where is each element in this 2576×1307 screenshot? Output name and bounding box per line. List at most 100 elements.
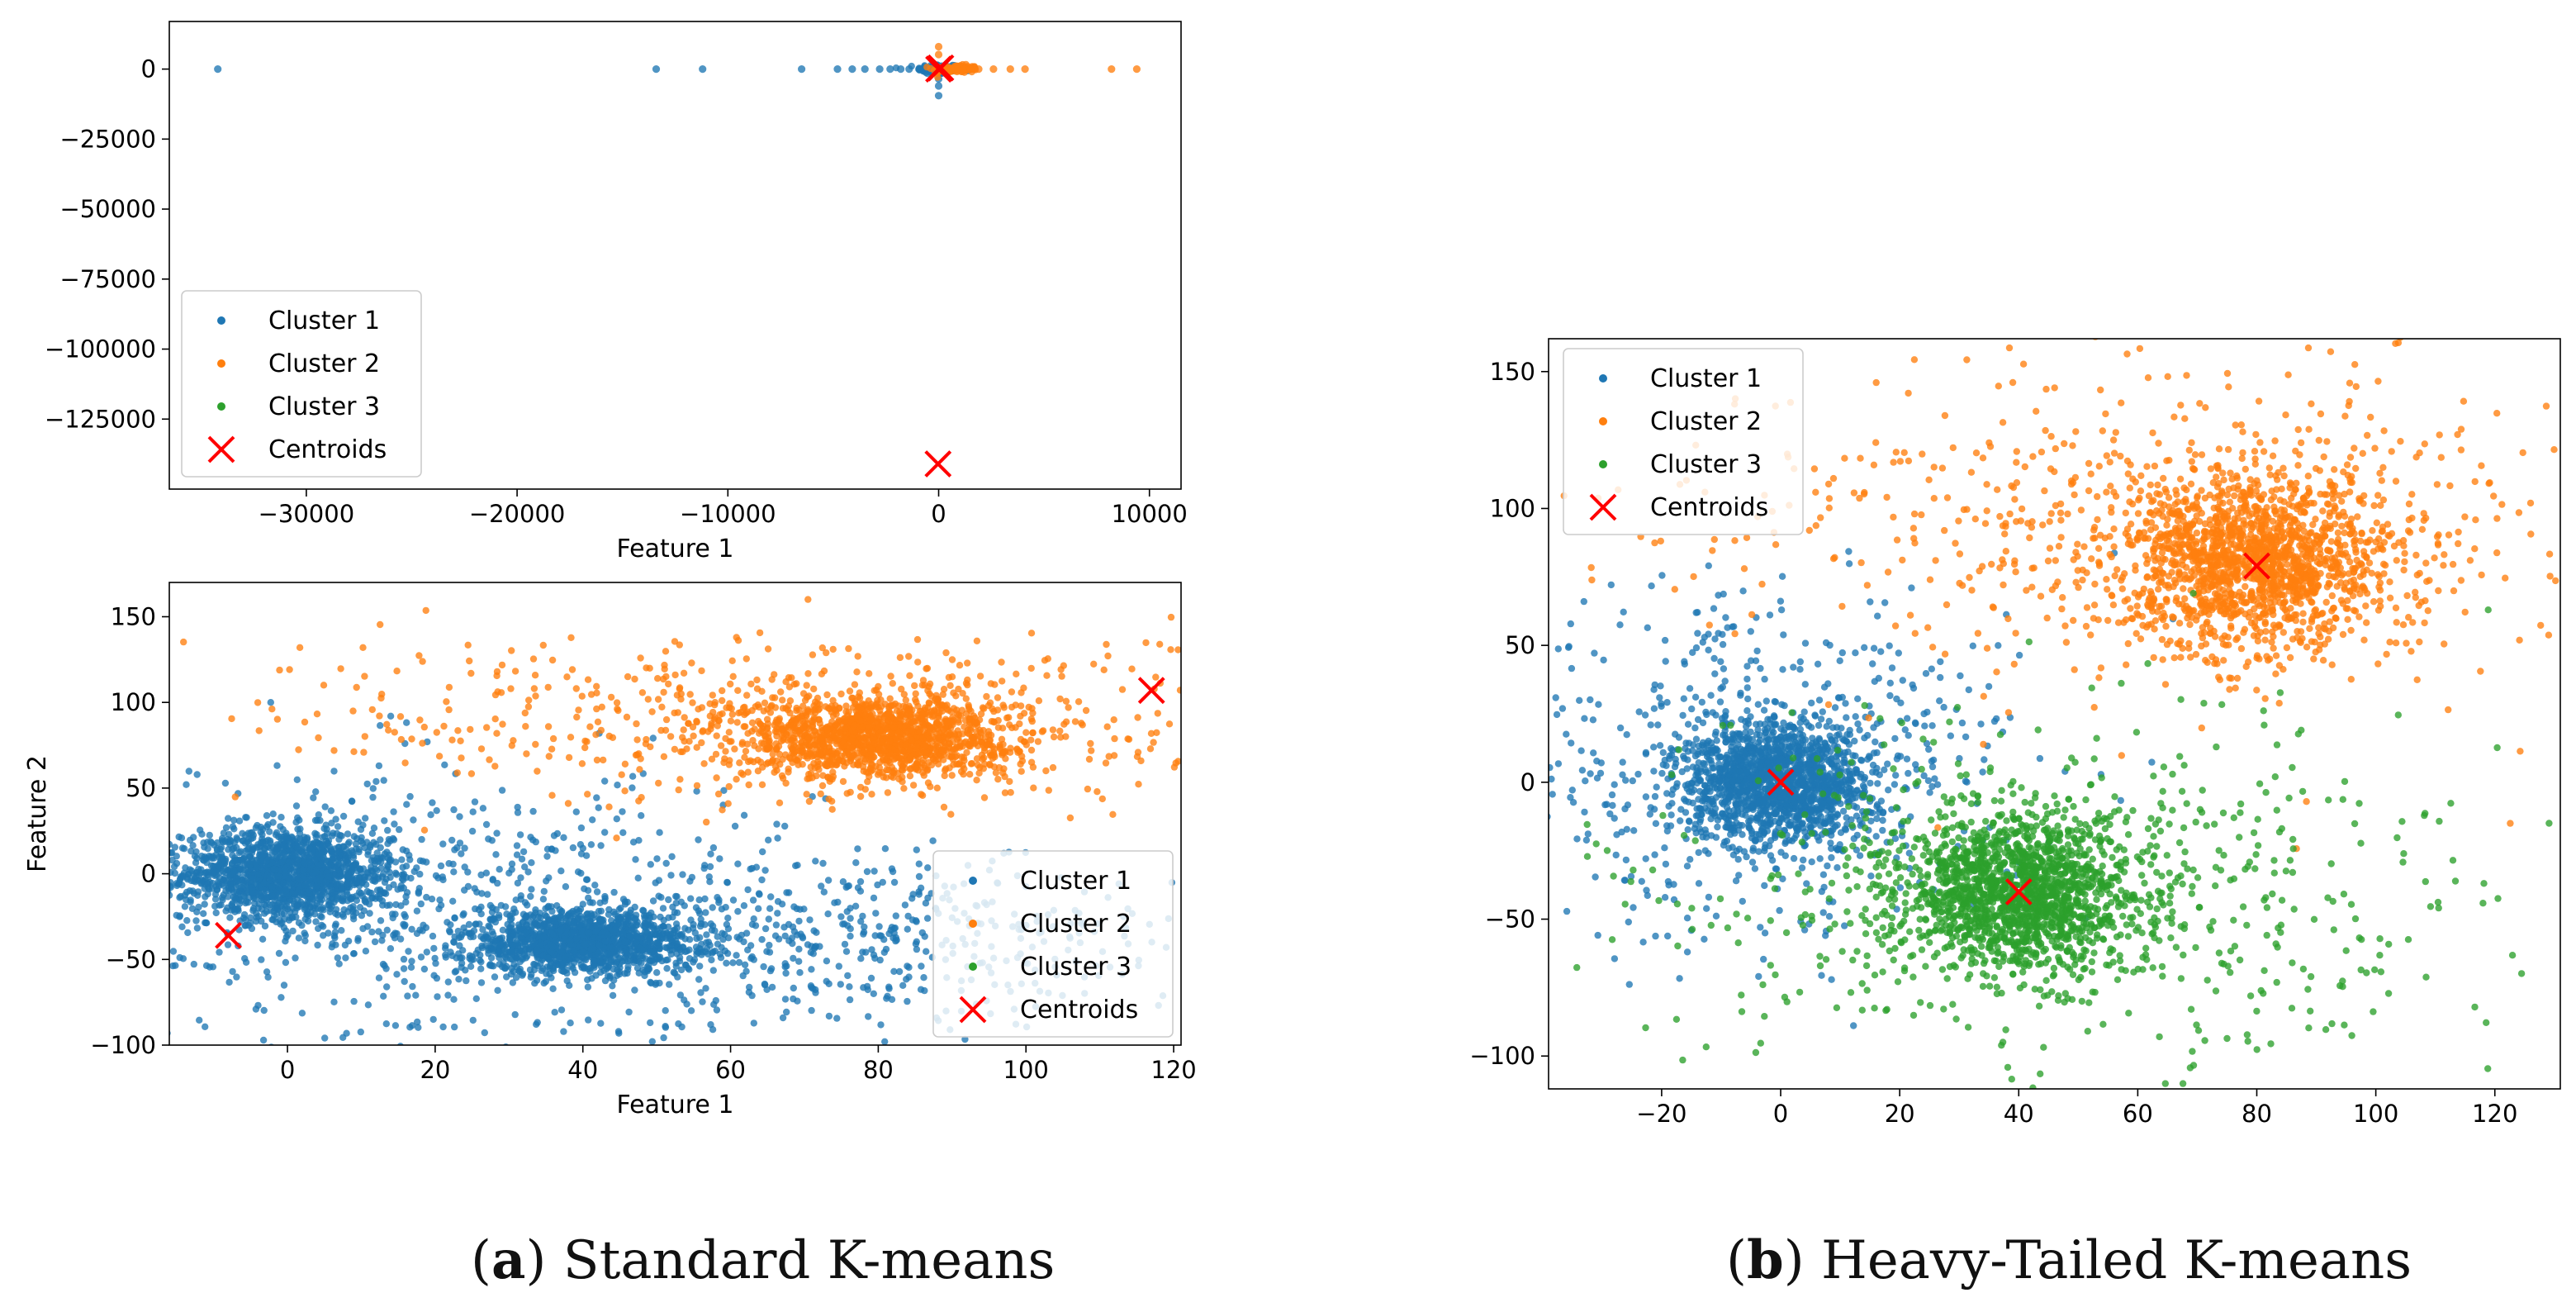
scatter-point bbox=[153, 848, 159, 855]
scatter-point bbox=[864, 868, 871, 875]
scatter-point bbox=[509, 866, 515, 872]
scatter-point bbox=[266, 873, 273, 880]
scatter-point bbox=[568, 930, 575, 937]
scatter-point bbox=[401, 921, 408, 928]
scatter-point bbox=[329, 943, 335, 950]
scatter-point bbox=[519, 972, 525, 978]
scatter-point bbox=[885, 789, 891, 796]
scatter-point bbox=[189, 842, 196, 848]
scatter-point bbox=[450, 868, 457, 875]
scatter-point bbox=[605, 972, 611, 979]
y-tick-label: −75000 bbox=[59, 265, 156, 293]
scatter-point bbox=[339, 843, 346, 849]
scatter-point bbox=[382, 876, 389, 882]
scatter-point bbox=[1290, 996, 1297, 1003]
scatter-point bbox=[483, 870, 490, 877]
scatter-point bbox=[273, 848, 279, 855]
scatter-point bbox=[1354, 915, 1361, 922]
scatter-point bbox=[331, 933, 338, 939]
scatter-point bbox=[696, 896, 703, 903]
scatter-point bbox=[742, 968, 749, 975]
scatter-point bbox=[868, 975, 875, 981]
scatter-point bbox=[456, 813, 463, 820]
scatter-point bbox=[795, 918, 802, 924]
scatter-point bbox=[101, 829, 107, 835]
scatter-point bbox=[667, 733, 674, 739]
scatter-point bbox=[194, 924, 201, 931]
scatter-point bbox=[742, 962, 748, 968]
scatter-point bbox=[381, 817, 387, 824]
scatter-point bbox=[154, 890, 161, 896]
scatter-point bbox=[808, 1007, 814, 1014]
scatter-point bbox=[319, 896, 325, 903]
scatter-point bbox=[583, 915, 590, 921]
scatter-point bbox=[391, 836, 397, 843]
scatter-point bbox=[675, 1020, 681, 1027]
scatter-point bbox=[184, 929, 191, 936]
scatter-point bbox=[247, 853, 254, 859]
scatter-point bbox=[573, 809, 580, 815]
scatter-point bbox=[594, 922, 600, 929]
scatter-point bbox=[249, 847, 255, 853]
scatter-point bbox=[761, 867, 768, 873]
scatter-point bbox=[252, 896, 259, 902]
scatter-point bbox=[750, 896, 757, 903]
scatter-point bbox=[188, 867, 195, 874]
scatter-point bbox=[741, 902, 747, 909]
scatter-point bbox=[377, 886, 383, 893]
scatter-point bbox=[490, 946, 496, 953]
scatter-point bbox=[413, 864, 420, 871]
scatter-point bbox=[236, 866, 243, 872]
scatter-point bbox=[800, 905, 807, 912]
scatter-point bbox=[833, 65, 841, 73]
scatter-point bbox=[522, 899, 529, 905]
scatter-point bbox=[503, 955, 510, 962]
scatter-point bbox=[857, 888, 864, 895]
scatter-point bbox=[278, 814, 284, 820]
scatter-point bbox=[1190, 906, 1197, 913]
scatter-point bbox=[438, 902, 444, 909]
scatter-point bbox=[795, 958, 802, 965]
scatter-point bbox=[369, 794, 376, 801]
scatter-point bbox=[412, 992, 419, 999]
scatter-point bbox=[310, 795, 316, 801]
scatter-point bbox=[178, 834, 185, 841]
scatter-point bbox=[182, 903, 188, 910]
scatter-point bbox=[590, 945, 596, 952]
scatter-point bbox=[396, 826, 402, 833]
scatter-point bbox=[558, 1006, 565, 1013]
scatter-point bbox=[647, 1019, 653, 1026]
scatter-point bbox=[924, 864, 931, 871]
scatter-point bbox=[470, 1139, 477, 1146]
scatter-point bbox=[243, 898, 249, 905]
scatter-point bbox=[240, 837, 246, 844]
scatter-point bbox=[373, 867, 380, 873]
scatter-point bbox=[273, 763, 280, 769]
scatter-point bbox=[681, 726, 687, 733]
scatter-point bbox=[833, 1015, 840, 1021]
scatter-point bbox=[819, 782, 826, 789]
scatter-point bbox=[254, 822, 260, 829]
scatter-point bbox=[333, 876, 339, 882]
scatter-point bbox=[806, 916, 813, 923]
scatter-point bbox=[844, 972, 851, 979]
scatter-point bbox=[496, 866, 503, 872]
scatter-point bbox=[333, 882, 339, 888]
scatter-point bbox=[1208, 952, 1215, 958]
scatter-point bbox=[729, 711, 736, 718]
scatter-point bbox=[429, 933, 436, 939]
scatter-point bbox=[120, 909, 126, 915]
scatter-point bbox=[890, 680, 896, 687]
scatter-point bbox=[842, 941, 848, 948]
scatter-point bbox=[354, 935, 361, 942]
scatter-point bbox=[478, 943, 485, 949]
scatter-point bbox=[433, 872, 439, 879]
scatter-point bbox=[633, 933, 640, 939]
scatter-point bbox=[510, 968, 517, 975]
scatter-point bbox=[439, 877, 446, 883]
scatter-point bbox=[689, 874, 695, 881]
scatter-point bbox=[825, 877, 832, 883]
scatter-point bbox=[384, 827, 391, 834]
scatter-point bbox=[358, 890, 364, 896]
scatter-point bbox=[330, 854, 337, 861]
